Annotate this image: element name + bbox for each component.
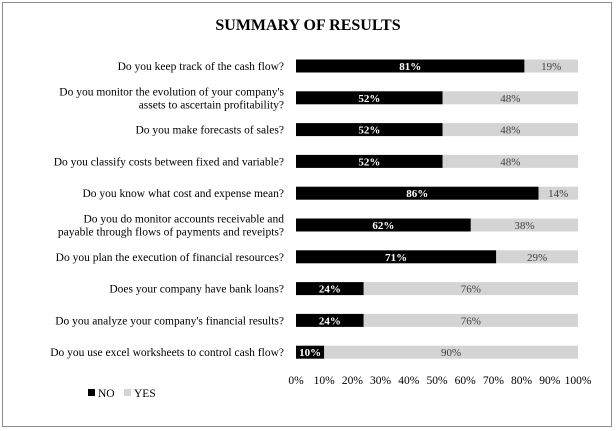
bar-no	[296, 250, 497, 264]
data-label-no: 10%	[299, 347, 321, 359]
data-label-yes: 76%	[461, 284, 481, 296]
chart-title: SUMMARY OF RESULTS	[215, 17, 400, 34]
question-label: Do you plan the execution of financial r…	[56, 252, 284, 264]
data-label-no: 52%	[358, 156, 380, 168]
legend-label-no: NO	[98, 388, 115, 400]
data-label-yes: 14%	[548, 188, 568, 200]
x-tick-label: 0%	[288, 375, 304, 387]
bar-yes	[363, 313, 578, 327]
x-tick-label: 20%	[342, 375, 364, 387]
x-tick-label: 60%	[455, 375, 477, 387]
bar-no	[296, 123, 443, 137]
question-labels: Do you keep track of the cash flow? Do yo…	[50, 61, 284, 359]
question-label: Do you do monitor accounts receivable an…	[58, 214, 284, 239]
legend-swatch-yes	[124, 389, 131, 396]
question-label: Does your company have bank loans?	[109, 284, 284, 296]
question-label: Do you know what cost and expense mean?	[82, 188, 284, 200]
question-label: Do you keep track of the cash flow?	[118, 61, 284, 73]
x-tick-label: 70%	[483, 375, 505, 387]
question-label: Do you monitor the evolution of your com…	[59, 86, 284, 111]
bar-yes	[470, 218, 578, 232]
data-label-yes: 19%	[541, 61, 561, 73]
data-label-no: 52%	[358, 93, 380, 105]
question-label: Do you analyze your company's financial …	[55, 315, 284, 327]
bar-no	[296, 282, 364, 296]
question-label: Do you use excel worksheets to control c…	[50, 347, 284, 359]
question-label: Do you classify costs between fixed and …	[54, 156, 284, 168]
bar-no	[296, 154, 443, 168]
question-label: Do you make forecasts of sales?	[136, 125, 285, 137]
data-label-no: 24%	[319, 315, 341, 327]
x-tick-label: 90%	[539, 375, 561, 387]
x-axis-ticks: 0% 10% 20% 30% 40% 50% 60% 70% 80% 90% 100%	[288, 375, 592, 387]
bar-no	[296, 91, 443, 105]
bar-no	[296, 218, 471, 232]
bar-no	[296, 186, 539, 200]
data-label-no: 81%	[399, 61, 421, 73]
bar-yes	[538, 186, 578, 200]
data-label-yes: 48%	[500, 125, 520, 137]
legend-swatch-no	[88, 389, 95, 396]
bar-yes	[496, 250, 578, 264]
bar-yes	[442, 123, 578, 137]
bar-yes	[324, 345, 578, 359]
data-label-no: 86%	[406, 188, 428, 200]
data-label-yes: 48%	[500, 93, 520, 105]
bars	[296, 59, 578, 359]
data-label-no: 71%	[385, 252, 407, 264]
bar-yes	[363, 282, 578, 296]
data-label-no: 62%	[372, 220, 394, 232]
data-label-yes: 38%	[514, 220, 534, 232]
bar-no	[296, 313, 364, 327]
bar-no	[296, 59, 525, 73]
bar-no	[296, 345, 325, 359]
x-tick-label: 50%	[426, 375, 448, 387]
data-label-no: 52%	[358, 125, 380, 137]
x-tick-label: 100%	[565, 375, 592, 387]
legend-label-yes: YES	[134, 388, 156, 400]
data-labels: 81% 19% 52% 48% 52% 48% 52% 48% 86% 14% 62% 38% 71% 2…	[299, 61, 568, 359]
bar-yes	[442, 154, 578, 168]
data-label-yes: 48%	[500, 156, 520, 168]
data-label-yes: 90%	[441, 347, 461, 359]
legend: NO YES	[88, 388, 156, 400]
x-tick-label: 80%	[511, 375, 533, 387]
data-label-no: 24%	[319, 284, 341, 296]
x-tick-label: 40%	[398, 375, 420, 387]
data-label-yes: 29%	[527, 252, 547, 264]
x-tick-label: 10%	[314, 375, 336, 387]
bar-yes	[524, 59, 578, 73]
x-tick-label: 30%	[370, 375, 392, 387]
data-label-yes: 76%	[461, 315, 481, 327]
bar-yes	[442, 91, 578, 105]
